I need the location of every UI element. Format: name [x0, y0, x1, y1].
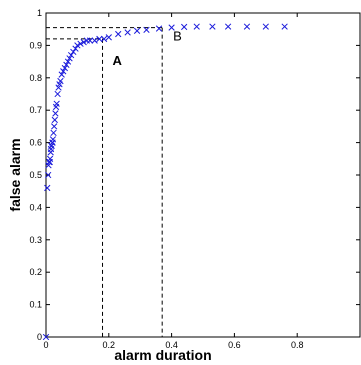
- y-tick-label: 0.6: [29, 138, 42, 148]
- data-point: [193, 23, 200, 30]
- data-point: [133, 27, 141, 34]
- annotation-a: A: [113, 53, 123, 68]
- data-point: [66, 55, 73, 62]
- data-point: [105, 34, 112, 41]
- data-point: [168, 24, 175, 31]
- data-point: [77, 40, 84, 47]
- data-point: [46, 155, 54, 162]
- annotations: AB: [113, 29, 182, 68]
- x-tick-label: 0.8: [291, 340, 304, 350]
- data-point: [58, 71, 65, 78]
- data-point: [86, 37, 94, 44]
- data-point: [49, 136, 57, 143]
- x-tick-label: 0.2: [103, 340, 116, 350]
- y-tick-label: 0.3: [29, 235, 42, 245]
- data-point: [143, 26, 150, 34]
- data-point: [67, 51, 75, 59]
- plot-frame: [45, 12, 361, 338]
- data-point: [70, 48, 77, 56]
- data-point: [74, 42, 81, 49]
- data-point: [80, 39, 87, 46]
- data-markers: [42, 23, 288, 341]
- y-axis-label: false alarm: [7, 138, 23, 211]
- data-point: [51, 123, 58, 130]
- data-point: [281, 23, 288, 30]
- axis-ticks: 0 0.2 0.4 0.6 0.8 0 0.1 0.2 0.3 0.4 0.5 0.6 0.7 0.8 0.…: [29, 8, 360, 350]
- data-point: [63, 61, 70, 68]
- data-point: [44, 184, 51, 192]
- y-tick-label: 1: [37, 8, 42, 18]
- y-tick-label: 0.5: [29, 170, 42, 180]
- y-tick-label: 0.9: [29, 40, 42, 50]
- data-point: [50, 129, 57, 137]
- x-axis-label: alarm duration: [114, 347, 211, 363]
- y-tick-label: 0: [37, 332, 42, 342]
- data-point: [64, 58, 72, 65]
- y-tick-label: 0.1: [29, 300, 42, 310]
- reference-lines: [46, 27, 163, 337]
- x-tick-label: 0.6: [228, 340, 241, 350]
- data-point: [224, 23, 232, 30]
- data-point: [100, 35, 108, 43]
- data-point: [124, 29, 131, 36]
- y-tick-label: 0.2: [29, 267, 42, 277]
- data-point: [42, 333, 50, 341]
- data-point: [72, 45, 79, 52]
- x-tick-label: 0: [43, 340, 48, 350]
- data-point: [61, 64, 68, 72]
- x-tick-label: 0.4: [165, 340, 178, 350]
- data-point: [115, 30, 122, 38]
- data-point: [57, 77, 64, 85]
- data-point: [45, 171, 52, 179]
- y-tick-label: 0.8: [29, 73, 42, 83]
- y-tick-label: 0.7: [29, 105, 42, 115]
- annotation-b: B: [173, 29, 182, 44]
- y-tick-label: 0.4: [29, 202, 42, 212]
- data-point: [209, 23, 216, 30]
- data-point: [60, 68, 67, 75]
- data-point: [262, 23, 269, 30]
- data-point: [243, 23, 251, 30]
- data-point: [155, 25, 163, 32]
- data-point: [51, 116, 58, 124]
- data-point: [54, 90, 61, 98]
- data-point: [52, 110, 59, 117]
- data-point: [96, 35, 103, 43]
- data-point: [181, 23, 188, 31]
- data-point: [53, 100, 60, 107]
- data-point: [91, 37, 98, 44]
